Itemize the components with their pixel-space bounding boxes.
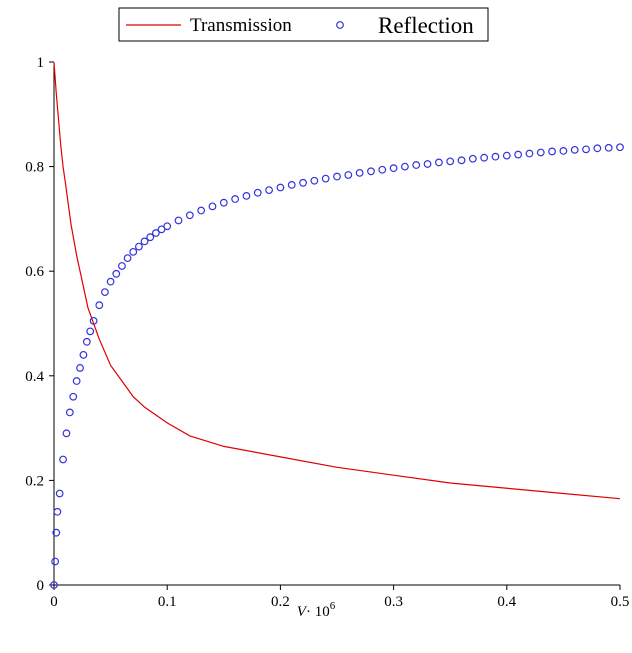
reflection-point [368,168,375,175]
x-tick-label: 0.5 [611,594,630,610]
reflection-point [266,187,273,194]
reflection-point [60,456,67,463]
reflection-point [617,144,624,151]
reflection-point [424,161,431,168]
reflection-point [87,328,94,335]
reflection-point [458,157,465,164]
reflection-point [113,271,120,278]
transmission-line [54,62,620,499]
reflection-point [243,193,250,200]
reflection-point [537,149,544,156]
reflection-point [594,145,601,152]
reflection-point [84,339,91,346]
reflection-point [402,163,409,170]
reflection-point [583,146,590,153]
reflection-point [73,378,80,385]
reflection-point [124,255,131,262]
y-tick-label: 0.8 [25,160,44,176]
reflection-point [605,144,612,151]
reflection-point [504,152,511,159]
y-tick-label: 0.2 [25,473,44,489]
reflection-point [198,207,205,214]
x-tick-label: 0.3 [384,594,403,610]
reflection-point [164,223,171,230]
y-tick-group: 0 0.2 0.4 0.6 0.8 1 [25,55,54,594]
plot-area [51,62,624,588]
reflection-point [67,409,74,416]
reflection-point [102,289,109,296]
legend-reflection-label: Reflection [378,13,474,38]
reflection-point [80,352,87,359]
reflection-point [54,508,61,515]
y-tick-label: 1 [37,55,45,71]
reflection-point [77,365,84,372]
reflection-point [232,196,239,203]
reflection-point [288,182,295,189]
x-tick-label: 0.1 [158,594,177,610]
reflection-point [187,212,194,219]
reflection-point [107,278,114,285]
reflection-point [300,180,307,187]
reflection-point [515,151,522,158]
x-axis-label: V· 106 [297,600,336,620]
reflection-point [322,175,329,182]
reflection-point [334,173,341,180]
reflection-point [209,203,216,210]
reflection-point [70,393,77,400]
y-tick-label: 0.6 [25,264,44,280]
reflection-point [254,189,261,196]
reflection-point [447,158,454,165]
reflection-point [136,243,143,250]
reflection-point [470,155,477,162]
reflection-point [130,249,137,256]
reflection-point [56,490,63,497]
legend: Transmission Reflection [119,8,488,41]
x-tick-label: 0 [50,594,58,610]
reflection-point [311,177,318,184]
reflection-point [481,154,488,161]
y-tick-label: 0 [37,578,45,594]
reflection-point [96,302,103,309]
reflection-point [436,159,443,166]
reflection-point [379,166,386,173]
reflection-point [526,150,533,157]
reflection-point [571,147,578,154]
reflection-point [390,165,397,172]
x-tick-label: 0.2 [271,594,290,610]
reflection-point [356,170,363,177]
reflection-point [277,184,284,191]
legend-transmission-label: Transmission [190,15,292,36]
reflection-point [549,148,556,155]
reflection-point [63,430,70,437]
x-tick-label: 0.4 [497,594,516,610]
reflection-point [175,217,182,224]
reflection-point [413,162,420,169]
reflection-point [492,153,499,160]
reflection-point [560,148,567,155]
reflection-point [52,558,59,565]
x-tick-group: 0 0.1 0.2 0.3 0.4 0.5 [50,585,629,610]
reflection-point [119,263,126,270]
reflection-point [345,172,352,179]
y-tick-label: 0.4 [25,369,44,385]
reflection-point [221,199,228,206]
